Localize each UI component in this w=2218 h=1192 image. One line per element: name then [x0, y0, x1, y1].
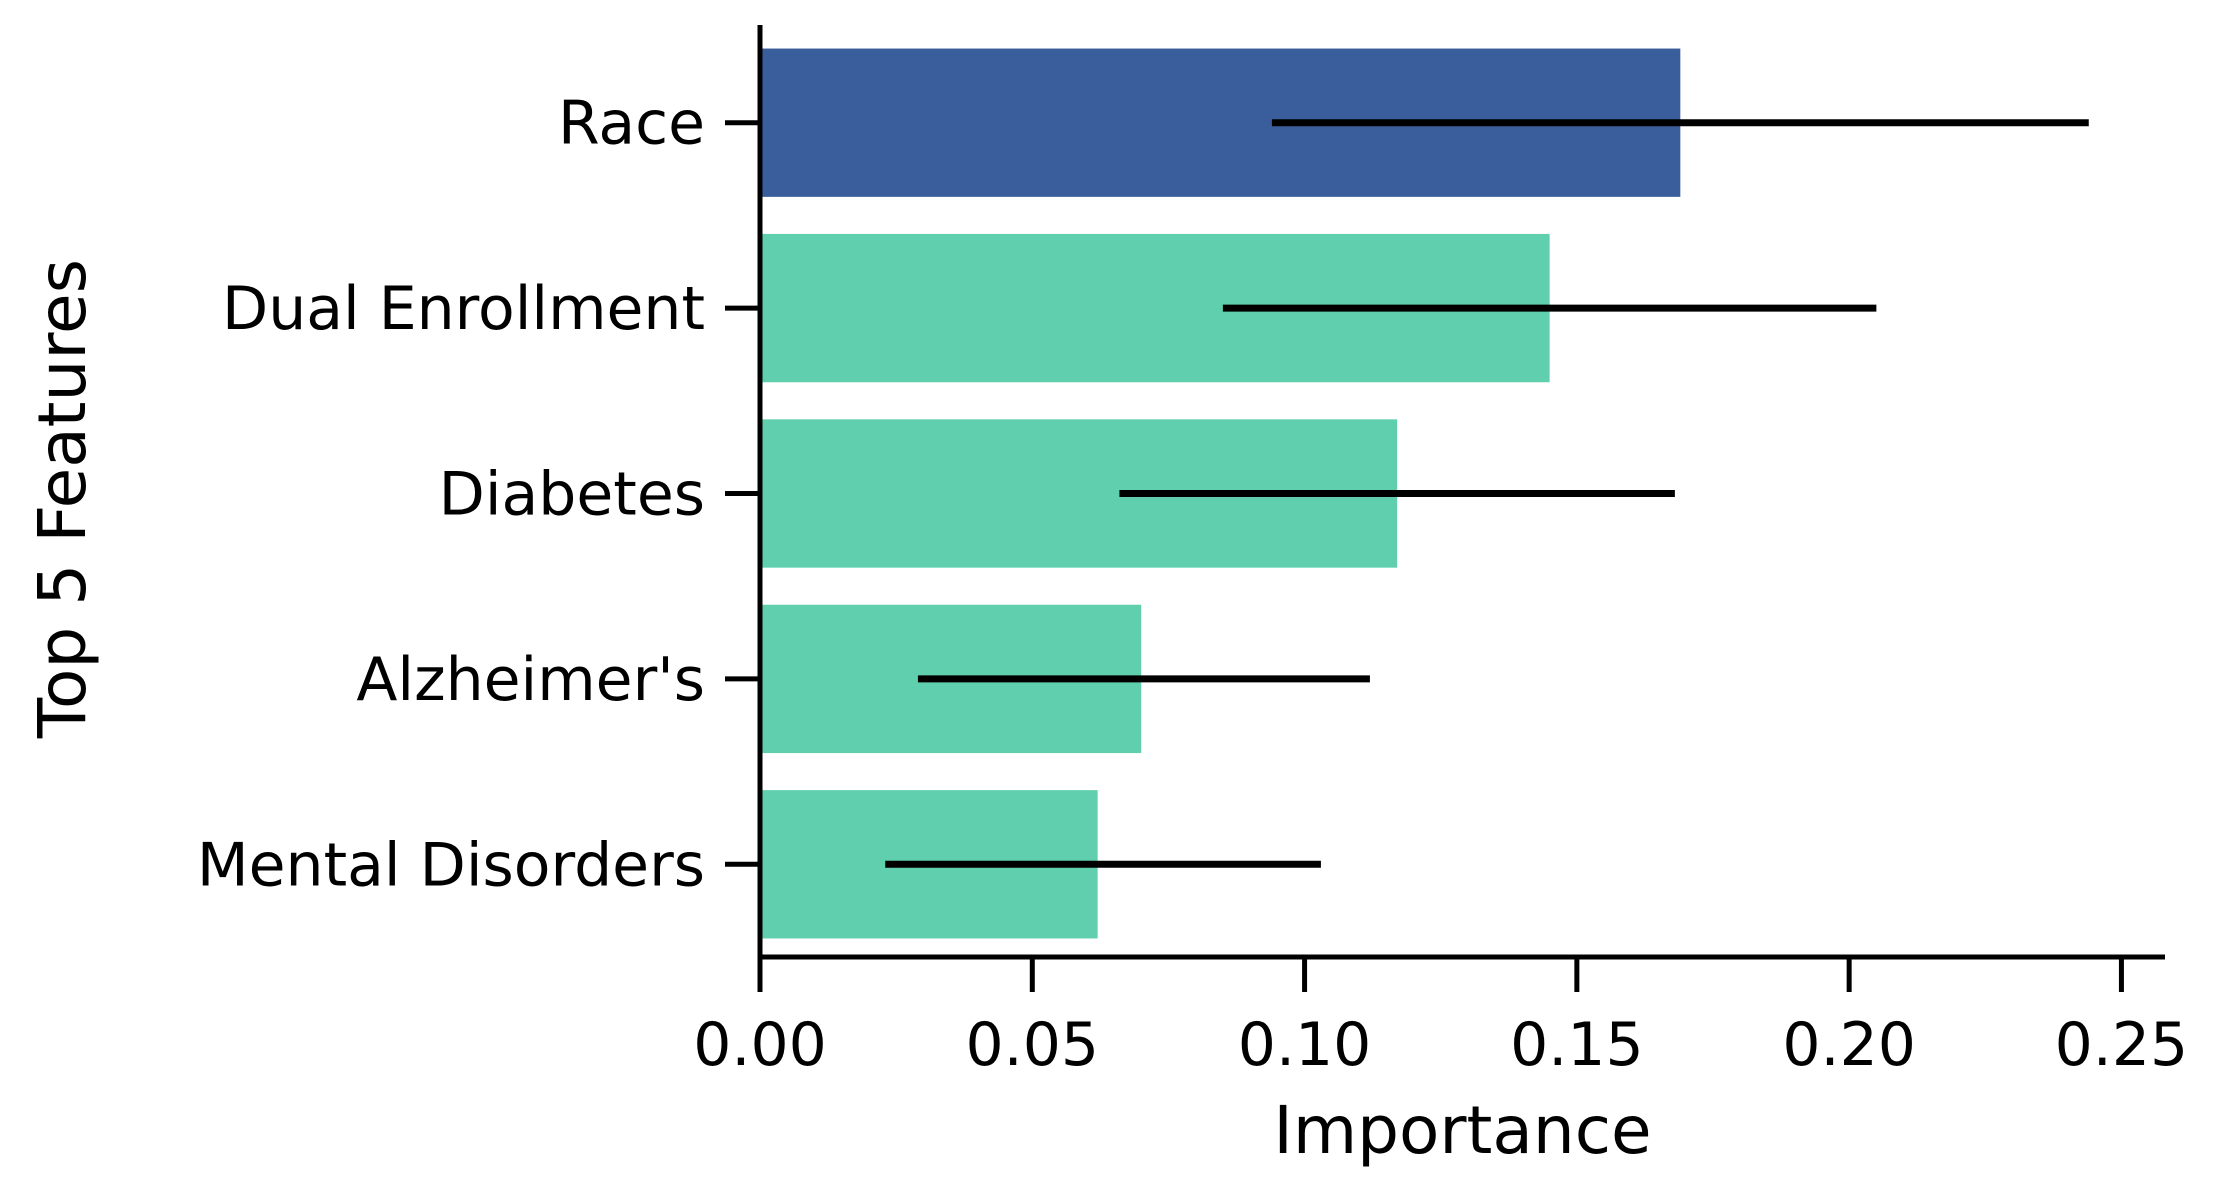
y-tick-label: Diabetes	[439, 460, 705, 530]
error-bars-group	[885, 119, 2089, 868]
y-tick-label: Mental Disorders	[197, 830, 705, 900]
x-tick-label: 0.05	[965, 1010, 1099, 1080]
x-tick-label: 0.20	[1782, 1010, 1916, 1080]
y-tick-label: Alzheimer's	[356, 645, 705, 715]
x-tick-label: 0.10	[1238, 1010, 1372, 1080]
y-tick-label: Dual Enrollment	[222, 274, 705, 344]
axes-group: Race Dual Enrollment Diabetes Alzheimer's Me…	[197, 25, 2188, 1080]
x-tick-label: 0.00	[693, 1010, 827, 1080]
x-tick-label: 0.25	[2055, 1010, 2189, 1080]
x-axis-title: Importance	[1273, 1092, 1651, 1169]
x-tick-label: 0.15	[1510, 1010, 1644, 1080]
y-axis-title: Top 5 Features	[24, 259, 101, 739]
y-tick-label: Race	[558, 89, 705, 159]
